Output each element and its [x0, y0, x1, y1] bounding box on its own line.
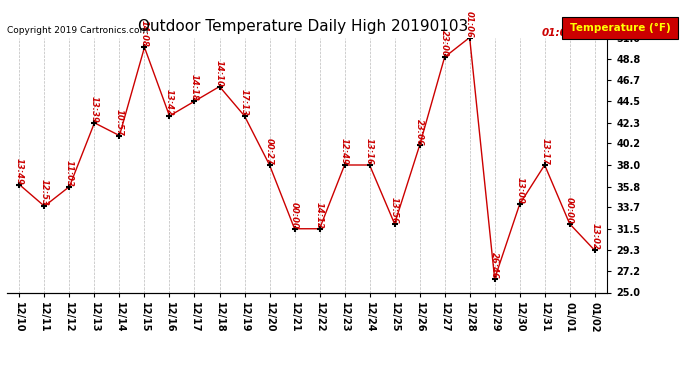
Text: 12:49: 12:49 — [340, 138, 349, 165]
Text: 01:06: 01:06 — [465, 10, 474, 38]
Text: 13:42: 13:42 — [165, 89, 174, 116]
Text: 11:03: 11:03 — [65, 160, 74, 187]
Text: Outdoor Temperature Daily High 20190103: Outdoor Temperature Daily High 20190103 — [139, 19, 469, 34]
Text: 13:00: 13:00 — [515, 177, 524, 204]
Text: 14:18: 14:18 — [190, 74, 199, 101]
Text: 23:06: 23:06 — [415, 118, 424, 146]
Text: 14:08: 14:08 — [140, 20, 149, 47]
Text: 00:00: 00:00 — [565, 197, 574, 224]
Text: 12:53: 12:53 — [40, 179, 49, 206]
Text: 13:49: 13:49 — [15, 158, 24, 184]
Text: 13:39: 13:39 — [90, 96, 99, 123]
Text: 13:17: 13:17 — [540, 138, 549, 165]
Text: 13:16: 13:16 — [365, 138, 374, 165]
Text: 00:00: 00:00 — [290, 202, 299, 229]
Text: 17:13: 17:13 — [240, 89, 249, 116]
Text: Temperature (°F): Temperature (°F) — [570, 23, 671, 33]
Text: 14:10: 14:10 — [215, 60, 224, 87]
Text: 10:57: 10:57 — [115, 109, 124, 136]
Text: 26:46: 26:46 — [490, 252, 499, 279]
Text: 00:27: 00:27 — [265, 138, 274, 165]
Text: 01:06: 01:06 — [542, 28, 575, 38]
Text: 14:12: 14:12 — [315, 202, 324, 229]
Text: 13:02: 13:02 — [590, 224, 599, 251]
Text: 13:56: 13:56 — [390, 197, 399, 224]
Text: 23:00: 23:00 — [440, 30, 449, 57]
Text: Copyright 2019 Cartronics.com: Copyright 2019 Cartronics.com — [7, 26, 148, 35]
